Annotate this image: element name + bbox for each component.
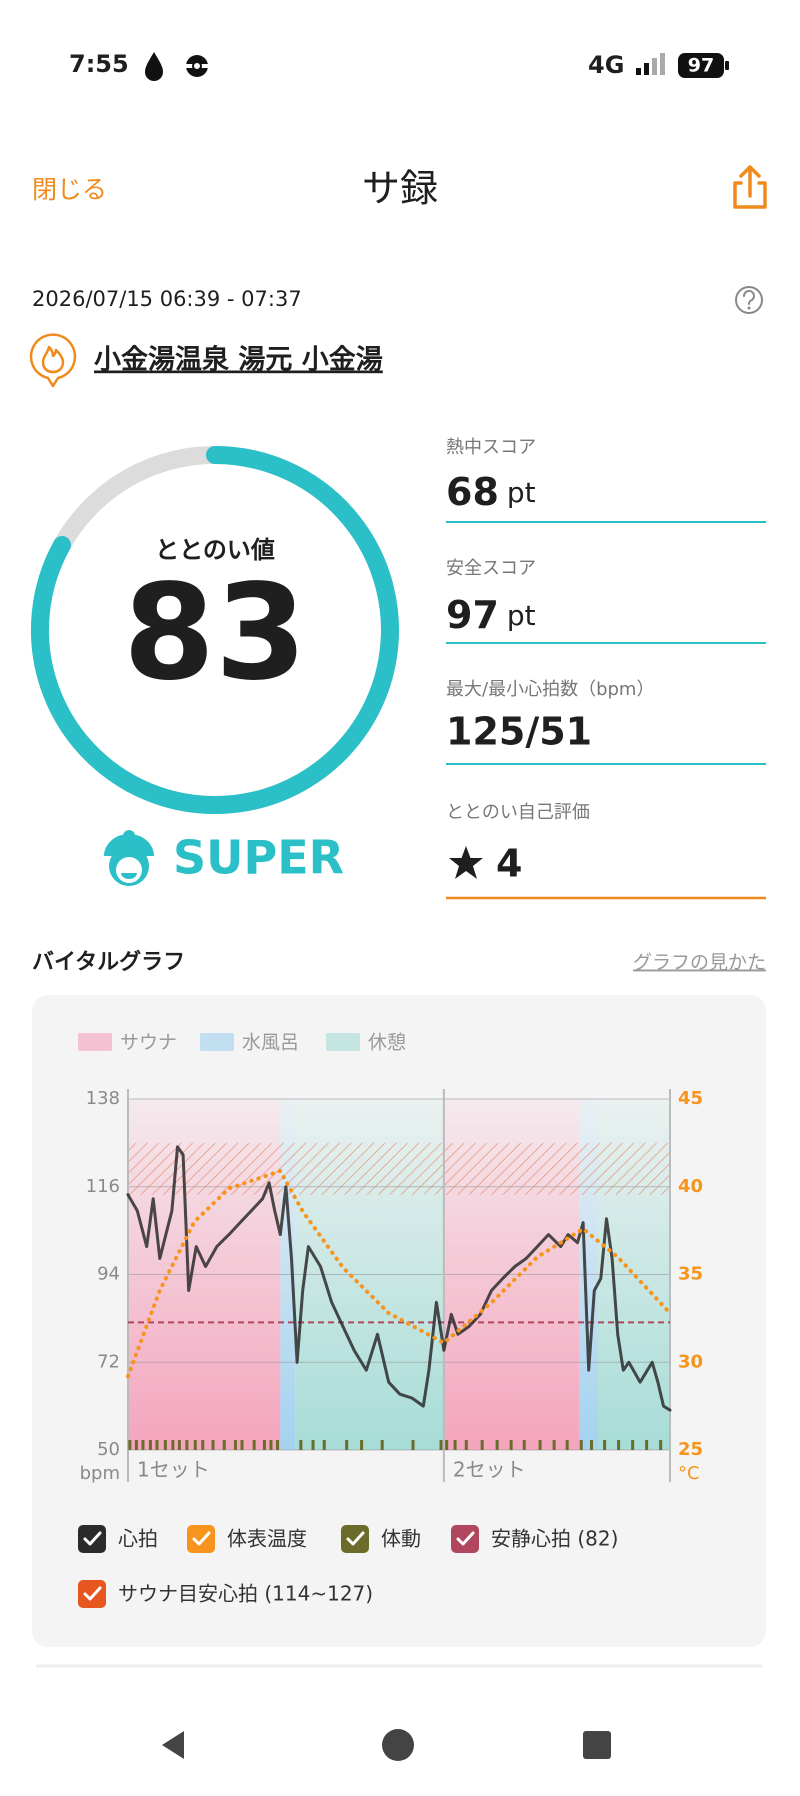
battery-tip: [725, 61, 729, 70]
facility-icon: [29, 333, 77, 388]
help-link[interactable]: グラフの見かた: [633, 952, 766, 974]
y2-tick-label: 25: [678, 1439, 703, 1460]
legend-label: 体動: [381, 1527, 421, 1551]
y2-tick-label: 35: [678, 1264, 703, 1285]
score-value: 83: [123, 556, 307, 710]
y-tick-label: 116: [86, 1176, 120, 1197]
y-axis-label: bpm: [80, 1463, 120, 1484]
status-icon: [145, 52, 163, 81]
y-tick-label: 72: [97, 1351, 120, 1372]
checkbox-box: [341, 1525, 369, 1553]
temperature-line: [126, 1169, 672, 1379]
y2-tick-label: 30: [678, 1351, 703, 1372]
status-time: 7:55: [69, 50, 129, 78]
checkbox-box: [78, 1525, 106, 1553]
status-network: 4G: [588, 51, 624, 79]
checkbox-check: [456, 1531, 475, 1546]
session-datetime: 2026/07/15 06:39 - 07:37: [32, 287, 302, 311]
battery-level: 97: [688, 55, 714, 77]
checkbox-check: [83, 1531, 102, 1546]
phase-legend-label: 休憩: [368, 1032, 406, 1054]
signal-icon: [636, 53, 665, 75]
legend-checkbox[interactable]: [187, 1525, 215, 1553]
y2-tick-label: 45: [678, 1088, 703, 1109]
legend-checkbox[interactable]: [451, 1525, 479, 1553]
legend-label: 体表温度: [227, 1527, 307, 1551]
phase-legend-swatch: [200, 1033, 234, 1051]
y-tick-label: 138: [86, 1088, 120, 1109]
checkbox-check: [83, 1586, 102, 1601]
metric-value: 97 pt: [446, 593, 536, 637]
help-button[interactable]: [735, 286, 763, 314]
score-rank: SUPER: [173, 831, 344, 885]
facility-name[interactable]: 小金湯温泉 湯元 小金湯: [94, 344, 383, 376]
checkbox-box: [78, 1580, 106, 1608]
y-tick-label: 50: [97, 1439, 120, 1460]
rank-icon: [104, 830, 154, 886]
metric-label: 最大/最小心拍数（bpm）: [446, 679, 654, 700]
legend-checkbox[interactable]: [341, 1525, 369, 1553]
status-icon: [186, 55, 208, 77]
metric-value[interactable]: 4: [496, 842, 522, 886]
screen-title: サ録: [362, 167, 438, 211]
metric-unit: pt: [507, 476, 536, 509]
y2-axis-label: °C: [678, 1463, 700, 1484]
score-label: ととのい値: [155, 536, 275, 564]
heart-rate-line: [126, 1145, 672, 1412]
score-ring: [30, 446, 399, 814]
metric-number: 68: [446, 470, 499, 514]
battery: [678, 53, 724, 78]
y2-tick-label: 40: [678, 1176, 703, 1197]
checkbox-check: [346, 1531, 365, 1546]
nav-home[interactable]: [382, 1729, 414, 1761]
checkbox-box: [451, 1525, 479, 1553]
nav-recents[interactable]: [583, 1731, 611, 1759]
set-label: 2セット: [453, 1458, 526, 1482]
metric-unit: pt: [507, 599, 536, 632]
phase-legend-swatch: [78, 1033, 112, 1051]
section-title: バイタルグラフ: [32, 949, 185, 975]
metric-label: 安全スコア: [446, 558, 536, 579]
phase-legend-label: サウナ: [120, 1032, 177, 1054]
share-button[interactable]: [733, 165, 767, 209]
close-button[interactable]: 閉じる: [32, 175, 107, 204]
metric-label: ととのい自己評価: [446, 802, 590, 823]
checkbox-box: [187, 1525, 215, 1553]
metric-number: 97: [446, 593, 499, 637]
phase-legend-label: 水風呂: [242, 1032, 299, 1054]
target-hr-band: [128, 1142, 670, 1195]
nav-back[interactable]: [162, 1731, 184, 1759]
checkbox-check: [192, 1531, 211, 1546]
phase-legend-swatch: [326, 1033, 360, 1051]
legend-label: サウナ目安心拍 (114~127): [118, 1582, 373, 1606]
legend-checkbox[interactable]: [78, 1525, 106, 1553]
metric-value: 68 pt: [446, 470, 536, 514]
vital-chart: サウナ 水風呂 休憩 50 72 94 116 138 25 30 35 40 45 bpm °C 1セット 2…: [78, 1032, 703, 1608]
metric-value: 125/51: [446, 710, 592, 754]
metric-label: 熱中スコア: [446, 437, 536, 458]
legend-label: 安静心拍 (82): [491, 1527, 618, 1551]
y-tick-label: 94: [97, 1264, 120, 1285]
set-label: 1セット: [137, 1458, 210, 1482]
legend-label: 心拍: [118, 1527, 158, 1551]
legend-checkbox[interactable]: [78, 1580, 106, 1608]
rating-star: [449, 846, 483, 879]
